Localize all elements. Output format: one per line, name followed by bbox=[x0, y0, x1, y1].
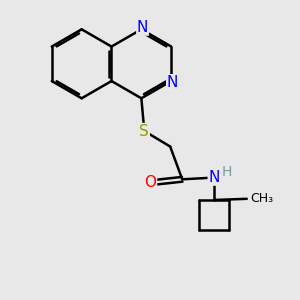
Text: H: H bbox=[222, 165, 232, 178]
Text: CH₃: CH₃ bbox=[250, 192, 273, 205]
Text: S: S bbox=[140, 124, 149, 139]
Text: N: N bbox=[137, 20, 148, 35]
Text: N: N bbox=[167, 75, 178, 90]
Text: O: O bbox=[145, 175, 157, 190]
Text: N: N bbox=[208, 170, 220, 185]
